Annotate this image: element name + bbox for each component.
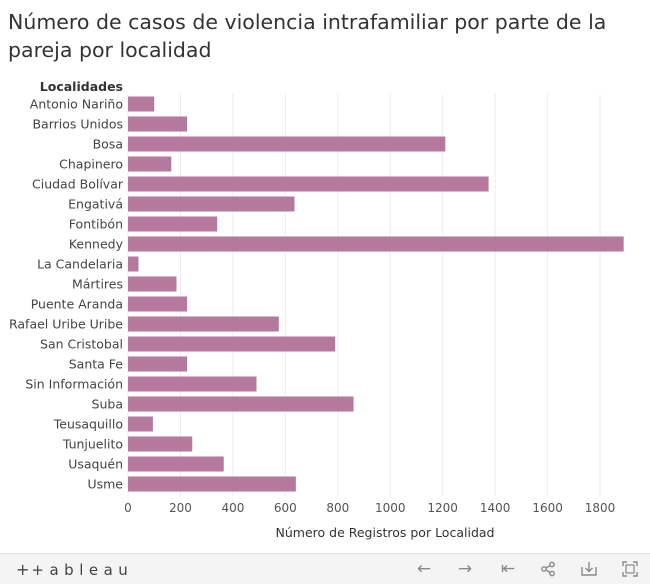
download-icon[interactable] [577, 557, 601, 581]
bar[interactable] [128, 356, 188, 372]
bars [128, 96, 624, 492]
download-glyph [581, 562, 597, 576]
bar[interactable] [128, 476, 296, 492]
x-axis-title: Número de Registros por Localidad [276, 525, 495, 540]
bar[interactable] [128, 196, 295, 212]
x-tick-label: 400 [221, 501, 244, 515]
bar[interactable] [128, 116, 188, 132]
category-label: Santa Fe [69, 357, 124, 372]
fullscreen-icon[interactable] [618, 557, 642, 581]
category-label: Tunjuelito [62, 437, 123, 452]
tableau-logo-text: +ableau [31, 561, 134, 579]
y-axis-title: Localidades [40, 79, 123, 94]
x-tick-label: 1600 [532, 501, 563, 515]
redo-icon[interactable]: → [457, 559, 473, 579]
category-label: San Cristobal [40, 337, 123, 352]
grid-lines [127, 94, 601, 496]
tableau-plus-icon: + [16, 560, 32, 579]
category-label: Engativá [68, 197, 123, 212]
category-label: La Candelaria [37, 257, 123, 272]
category-labels: Antonio Nariño Barrios Unidos Bosa Chapiner… [9, 97, 124, 492]
fullscreen-glyph [622, 561, 638, 577]
category-label: Antonio Nariño [30, 97, 123, 112]
bar[interactable] [128, 96, 155, 112]
revert-icon[interactable]: ⇤ [500, 559, 516, 579]
bar[interactable] [128, 156, 172, 172]
bar[interactable] [128, 236, 624, 252]
category-label: Fontibón [69, 217, 123, 232]
category-label: Bosa [93, 137, 123, 152]
bar[interactable] [128, 396, 354, 412]
tableau-logo[interactable]: ++ableau [16, 560, 133, 579]
undo-icon[interactable]: ← [416, 559, 432, 579]
bar[interactable] [128, 216, 218, 232]
bar[interactable] [128, 256, 139, 272]
category-label: Sin Información [25, 377, 123, 392]
x-tick-label: 1800 [585, 501, 616, 515]
category-label: Kennedy [69, 237, 124, 252]
x-tick-label: 200 [169, 501, 192, 515]
bar[interactable] [128, 296, 188, 312]
x-tick-label: 0 [124, 501, 132, 515]
bar[interactable] [128, 436, 193, 452]
category-label: Suba [92, 397, 123, 412]
share-glyph [541, 561, 555, 577]
category-label: Usaquén [68, 457, 123, 472]
category-label: Barrios Unidos [32, 117, 123, 132]
x-tick-label: 600 [274, 501, 297, 515]
bar[interactable] [128, 136, 446, 152]
x-tick-label: 1400 [480, 501, 511, 515]
x-tick-labels: 0 200 400 600 800 1000 1200 1400 1600 1800 [124, 501, 615, 515]
bar[interactable] [128, 376, 257, 392]
x-tick-label: 1200 [427, 501, 458, 515]
bar[interactable] [128, 316, 279, 332]
x-tick-label: 1000 [375, 501, 406, 515]
category-label: Mártires [72, 277, 123, 292]
category-label: Chapinero [59, 157, 123, 172]
category-label: Puente Aranda [31, 297, 123, 312]
bar-chart: Antonio Nariño Barrios Unidos Bosa Chapiner… [9, 79, 624, 540]
x-tick-label: 800 [326, 501, 349, 515]
bar[interactable] [128, 176, 489, 192]
share-icon[interactable] [536, 557, 560, 581]
chart-title: Número de casos de violencia intrafamili… [8, 10, 607, 62]
category-label: Ciudad Bolívar [32, 177, 124, 192]
bar[interactable] [128, 456, 224, 472]
category-label: Teusaquillo [53, 417, 123, 432]
tableau-toolbar: ++ableau ← → ⇤ [0, 553, 650, 584]
category-label: Usme [87, 477, 123, 492]
bar[interactable] [128, 416, 153, 432]
bar[interactable] [128, 336, 336, 352]
bar[interactable] [128, 276, 177, 292]
category-label: Rafael Uribe Uribe [9, 317, 123, 332]
